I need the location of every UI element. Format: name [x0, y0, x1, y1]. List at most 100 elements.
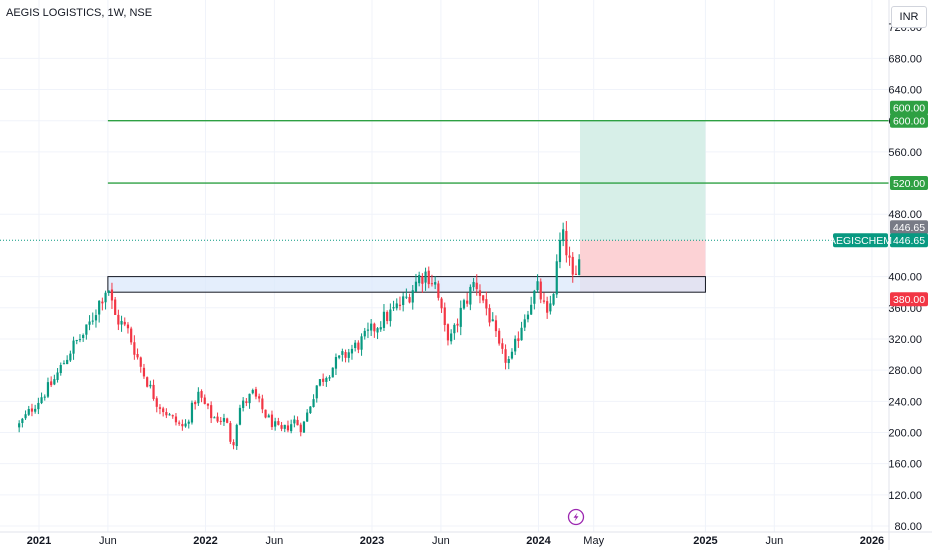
- candle: [139, 356, 142, 373]
- candle: [226, 417, 229, 424]
- candle: [309, 406, 312, 414]
- candle-body: [549, 303, 552, 312]
- candle-body: [59, 365, 62, 374]
- candle: [258, 393, 261, 403]
- candle-body: [302, 421, 306, 433]
- candle: [232, 439, 235, 450]
- candle-body: [155, 398, 158, 407]
- price-tick-label: 240.00: [888, 396, 922, 408]
- time-tick-label: 2026: [860, 535, 884, 547]
- candle-body: [523, 319, 526, 328]
- candle-body: [27, 409, 30, 415]
- candle: [98, 300, 101, 323]
- line-520-price-tag-text: 520.00: [893, 178, 925, 190]
- candle: [533, 289, 536, 310]
- candle: [411, 285, 414, 310]
- candle-body: [450, 333, 453, 342]
- candle-body: [574, 273, 578, 275]
- candle: [82, 333, 85, 342]
- candle-body: [130, 328, 133, 343]
- time-tick-label: Jun: [432, 535, 450, 547]
- candle-body: [238, 407, 242, 425]
- candle: [536, 274, 539, 293]
- price-axis[interactable]: 720.0080.00120.00160.00200.00240.00280.0…: [888, 0, 922, 550]
- candle-body: [418, 275, 421, 284]
- candle-body: [382, 311, 386, 328]
- candle-body: [133, 342, 136, 355]
- price-tick-label: 80.00: [894, 521, 922, 533]
- candle: [270, 410, 274, 430]
- candle-body: [258, 396, 261, 399]
- candle: [366, 322, 370, 339]
- candle: [341, 348, 344, 362]
- candle-body: [56, 372, 59, 380]
- candle: [34, 404, 37, 414]
- candle: [398, 296, 402, 311]
- candle-body: [395, 303, 398, 309]
- candle: [187, 419, 190, 429]
- candle: [123, 317, 126, 327]
- candle-body: [360, 336, 363, 350]
- candle: [200, 389, 203, 403]
- candle-body: [114, 299, 117, 315]
- candle-body: [546, 301, 549, 313]
- candle: [530, 296, 533, 316]
- time-tick-label: 2024: [526, 535, 551, 547]
- candle: [469, 284, 472, 311]
- candle-body: [366, 329, 370, 331]
- candle: [283, 424, 286, 433]
- candle-body: [571, 256, 574, 275]
- candle: [562, 222, 565, 247]
- candle: [315, 385, 318, 403]
- candle-body: [270, 414, 274, 428]
- candle: [75, 339, 78, 345]
- candle-body: [338, 355, 341, 358]
- candle-body: [315, 385, 318, 399]
- candle: [290, 419, 293, 434]
- entry-price-tag-text: 446.65: [893, 222, 925, 234]
- candle: [94, 309, 98, 328]
- time-axis[interactable]: 2021 Jun 2022 Jun 2023 Jun 2024 May 2025 Jun 2026: [0, 531, 932, 547]
- candle: [165, 408, 168, 419]
- candle: [578, 254, 581, 276]
- candle: [373, 322, 376, 338]
- candle: [155, 396, 158, 413]
- candle-body: [34, 408, 37, 412]
- candle-body: [187, 421, 190, 424]
- candle-body: [424, 271, 427, 283]
- candle-body: [123, 321, 126, 325]
- line-600-price-tag-bg: [890, 113, 928, 128]
- candle-body: [290, 424, 293, 432]
- candle: [514, 335, 517, 356]
- currency-button[interactable]: INR: [891, 6, 927, 28]
- candle-body: [101, 301, 104, 304]
- candle-body: [53, 379, 56, 385]
- candle: [120, 315, 123, 332]
- candle-body: [222, 418, 226, 422]
- price-tick-label: 680.00: [888, 53, 922, 65]
- price-tick-label: 400.00: [888, 272, 922, 284]
- candle: [350, 344, 354, 360]
- lightning-icon[interactable]: [567, 508, 585, 526]
- candle: [347, 348, 350, 363]
- candle-body: [325, 378, 328, 382]
- candle: [126, 322, 130, 334]
- candle: [219, 416, 222, 425]
- candle-body: [197, 391, 200, 404]
- candle-body: [216, 416, 219, 422]
- profit-zone: [580, 120, 706, 241]
- line-520-price-tag: 520.00: [890, 176, 928, 191]
- candle-body: [69, 353, 72, 361]
- candle: [46, 377, 50, 399]
- candle: [456, 318, 459, 333]
- candle-body: [242, 400, 245, 408]
- candle-body: [149, 384, 152, 387]
- candle: [472, 277, 475, 291]
- candle: [210, 401, 213, 424]
- candle: [168, 412, 171, 416]
- time-tick-label: Jun: [266, 535, 284, 547]
- time-tick-label: 2022: [193, 535, 217, 547]
- chart-title: AEGIS LOGISTICS, 1W, NSE: [6, 7, 152, 19]
